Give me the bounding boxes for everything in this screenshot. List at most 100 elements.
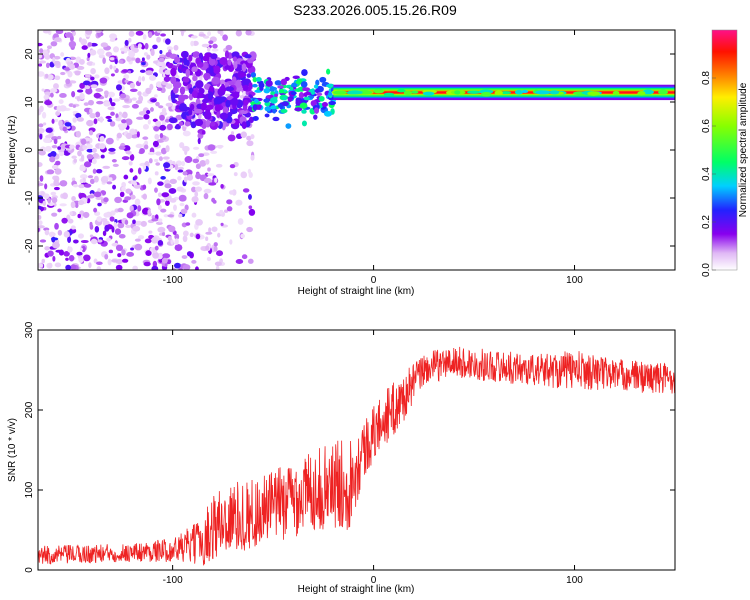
y-tick-label: 0 [24,147,35,153]
heat-cell [109,64,113,70]
heat-cell [250,154,255,161]
heat-cell [197,137,201,145]
heat-cell [53,179,59,186]
heat-cell [97,202,102,207]
heat-cell [110,102,116,107]
heat-cell [225,86,235,92]
heat-cell [50,191,57,196]
heat-cell [248,193,252,200]
heat-cell [80,239,89,244]
heat-cell [213,96,222,105]
heat-cell [145,250,152,256]
heat-cell [174,56,181,64]
heat-cell [163,214,169,218]
heat-cell [88,130,94,136]
heat-cell [587,91,600,96]
heat-cell [57,229,63,236]
heat-cell [248,171,253,178]
heat-cell [179,202,185,207]
heat-cell [150,49,155,56]
heat-cell [109,33,117,40]
heat-cell [182,230,189,237]
heat-cell [179,86,186,95]
heat-cell [38,205,42,210]
heat-cell [203,111,212,120]
heat-cell [90,67,96,75]
heat-cell [214,104,221,112]
heat-cell [169,198,177,203]
y-tick-label: 200 [24,401,35,418]
heat-cell [186,251,193,257]
snr-x-ticks: -100 0 100 [163,330,583,586]
heat-cell [152,251,160,259]
heat-cell [64,122,72,127]
heat-cell [113,98,121,102]
heat-cell [70,80,77,84]
heat-cell [203,177,212,184]
heat-cell [93,191,102,198]
heat-cell [176,186,184,192]
heat-cell [54,37,62,43]
heat-cell [191,66,198,73]
heat-cell [142,164,147,170]
heat-cell [143,144,149,150]
heat-cell [294,88,302,92]
heat-cell [178,102,188,112]
heat-cell [145,70,154,76]
heat-cell [182,145,190,152]
heat-cell [103,197,109,203]
heat-cell [47,197,52,204]
heat-cell [178,213,183,218]
heat-cell [127,70,132,74]
heat-cell [117,207,124,213]
heat-cell [201,43,210,48]
heat-cell [80,154,85,162]
heat-cell [321,102,329,108]
heat-cell [114,196,123,204]
heat-cell [59,203,67,207]
heat-cell [211,197,216,203]
heat-cell [76,96,81,102]
heat-cell [220,222,224,226]
heat-cell [233,60,238,70]
heat-cell [131,97,137,101]
heat-cell [177,176,182,181]
heat-cell [125,224,132,228]
heat-cell [151,265,159,270]
heat-cell [298,91,305,99]
heat-cell [152,118,158,122]
heat-cell [69,211,73,216]
heat-cell [269,97,278,104]
heat-cell [316,92,323,96]
heat-cell [118,111,123,116]
heat-cell [219,209,224,214]
heat-cell [90,84,98,89]
heat-cell [225,44,233,51]
heat-cell [121,186,126,192]
heat-cell [104,253,109,260]
heat-cell [54,262,62,268]
heat-cell [235,258,244,265]
heat-cell [154,94,158,98]
heat-cell [246,135,252,141]
snr-x-axis-label: Height of straight line (km) [298,584,415,595]
heat-cell [96,216,103,222]
heat-cell [123,74,130,80]
heat-cell [79,247,83,251]
heat-cell [658,89,668,95]
heat-cell [133,184,142,189]
heat-cell [129,194,136,200]
heat-cell [191,90,198,99]
heat-cell [246,140,254,147]
colorbar-frame [711,29,738,271]
heat-cell [158,105,164,109]
heat-cell [92,62,96,66]
heat-cell [246,226,253,233]
heat-cell [82,145,88,150]
heat-cell [100,42,108,48]
heat-cell [167,214,175,218]
heat-cell [178,194,187,202]
heat-cell [122,77,127,85]
heat-cell [93,118,98,125]
heat-cell [199,159,207,167]
